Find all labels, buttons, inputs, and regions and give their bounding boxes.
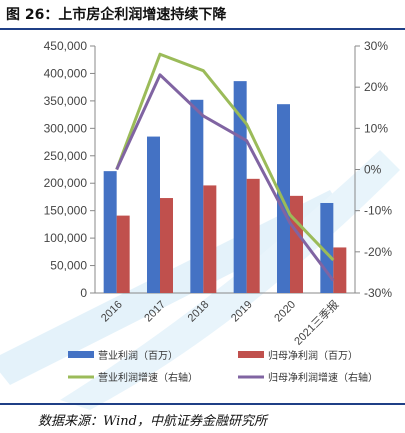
right-axis-tick-label: 20%: [364, 80, 388, 94]
left-axis-tick-label: 400,000: [44, 66, 88, 80]
legend-label: 营业利润（百万）: [98, 349, 178, 362]
bar-net-profit: [116, 215, 130, 293]
left-axis-tick-label: 450,000: [44, 39, 88, 53]
left-axis-tick-label: 100,000: [44, 231, 88, 245]
bar-operating-profit: [190, 99, 204, 294]
left-axis-tick-label: 50,000: [50, 259, 87, 273]
left-axis-tick-label: 300,000: [44, 121, 88, 135]
line-series: [115, 52, 335, 282]
left-axis-tick-label: 200,000: [44, 176, 88, 190]
right-axis-tick-label: -30%: [364, 286, 392, 300]
bar-net-profit: [203, 185, 217, 293]
legend-label: 归母净利润（百万）: [268, 349, 358, 362]
bar-operating-profit: [320, 202, 334, 293]
bar-operating-profit: [103, 171, 117, 293]
source-note: 数据来源：Wind，中航证券金融研究所: [38, 414, 267, 429]
line-net-profit-growth: [115, 73, 335, 282]
chart: 0 50,000 100,000 150,000 200,000 250,000 300,0…: [0, 39, 400, 410]
axes: 0 50,000 100,000 150,000 200,000 250,000 300,0…: [44, 39, 393, 348]
right-axis-tick-label: 10%: [364, 121, 388, 135]
bar-net-profit: [290, 195, 303, 293]
right-axis-tick-label: 0%: [364, 163, 382, 177]
right-axis-tick-label: 30%: [364, 39, 388, 53]
left-axis-tick-label: 0: [80, 286, 87, 300]
x-axis-tick-label: 2021三季报: [291, 297, 342, 348]
figure-title: 图 26：上市房企利润增速持续下降: [6, 7, 227, 23]
left-axis-tick-label: 150,000: [44, 204, 88, 218]
line-operating-profit-growth: [115, 52, 335, 262]
legend: 营业利润（百万） 归母净利润（百万） 营业利润增速（右轴） 归母净利润增速（右轴）: [68, 349, 378, 384]
legend-swatch: [68, 351, 94, 358]
right-axis-tick-label: -10%: [364, 204, 392, 218]
source-bar: 数据来源：Wind，中航证券金融研究所: [0, 403, 405, 433]
bar-net-profit: [333, 247, 347, 293]
left-axis-tick-label: 250,000: [44, 149, 88, 163]
legend-swatch: [238, 351, 264, 358]
legend-label: 归母净利润增速（右轴）: [268, 371, 378, 384]
left-axis-tick-label: 350,000: [44, 94, 88, 108]
title-bar: 图 26：上市房企利润增速持续下降: [0, 0, 405, 30]
bar-operating-profit: [147, 136, 160, 293]
bar-net-profit: [160, 198, 173, 293]
legend-label: 营业利润增速（右轴）: [98, 371, 198, 384]
bar-net-profit: [246, 178, 260, 293]
right-axis-tick-label: -20%: [364, 245, 392, 259]
x-axis-tick-label: 2020: [272, 299, 298, 325]
